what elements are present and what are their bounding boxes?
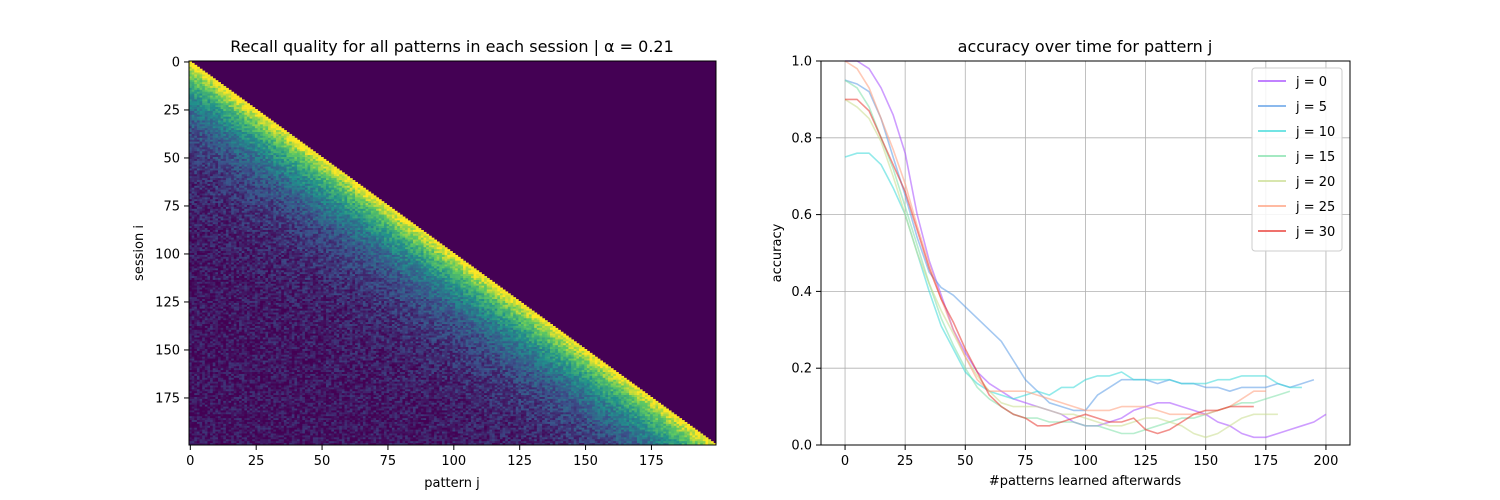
heatmap-title: Recall quality for all patterns in each … — [230, 37, 674, 56]
heatmap-cells — [189, 61, 716, 445]
heatmap-panel: Recall quality for all patterns in each … — [132, 37, 716, 491]
